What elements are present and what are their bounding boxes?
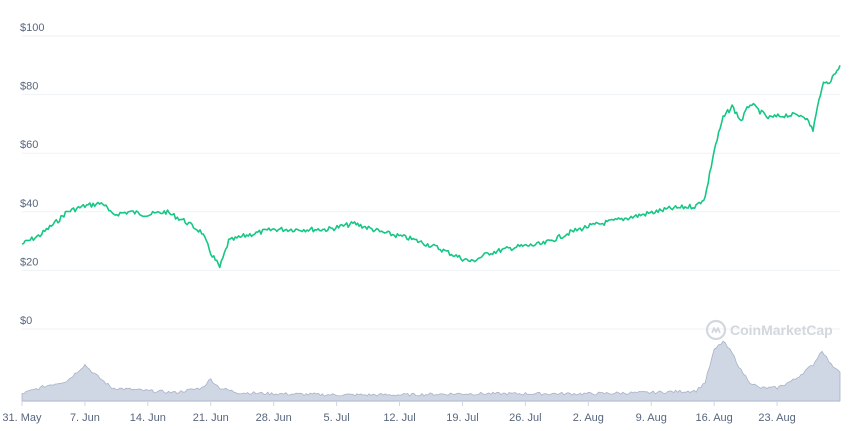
y-tick-label: $100	[20, 22, 44, 34]
x-tick-label: 9. Aug	[636, 412, 667, 424]
x-tick-label: 31. May	[2, 412, 42, 424]
x-tick-label: 19. Jul	[446, 412, 478, 424]
y-tick-label: $20	[20, 256, 38, 268]
x-tick-label: 12. Jul	[383, 412, 415, 424]
y-tick-label: $60	[20, 139, 38, 151]
volume-series-area	[21, 340, 841, 402]
watermark: CoinMarketCap	[705, 319, 833, 341]
x-tick-label: 28. Jun	[256, 412, 292, 424]
y-axis: $0 $20 $40 $60 $80 $100	[20, 22, 44, 327]
x-tick-label: 5. Jul	[323, 412, 349, 424]
price-series-line	[21, 65, 841, 269]
x-tick-label: 26. Jul	[509, 412, 541, 424]
y-tick-label: $80	[20, 81, 38, 93]
volume-area	[21, 340, 841, 402]
x-tick-label: 2. Aug	[573, 412, 604, 424]
x-axis: 31. May 7. Jun 14. Jun 21. Jun 28. Jun 5. Jul…	[2, 401, 840, 424]
x-tick-label: 7. Jun	[70, 412, 100, 424]
watermark-text: CoinMarketCap	[730, 322, 833, 338]
x-tick-label: 21. Jun	[193, 412, 229, 424]
y-tick-label: $40	[20, 198, 38, 210]
x-tick-label: 23. Aug	[758, 412, 795, 424]
price-line	[21, 65, 841, 269]
grid-lines	[22, 35, 840, 330]
x-tick-label: 16. Aug	[695, 412, 732, 424]
x-tick-label: 14. Jun	[130, 412, 166, 424]
y-tick-label: $0	[20, 315, 32, 327]
coinmarketcap-logo-icon	[705, 319, 727, 341]
